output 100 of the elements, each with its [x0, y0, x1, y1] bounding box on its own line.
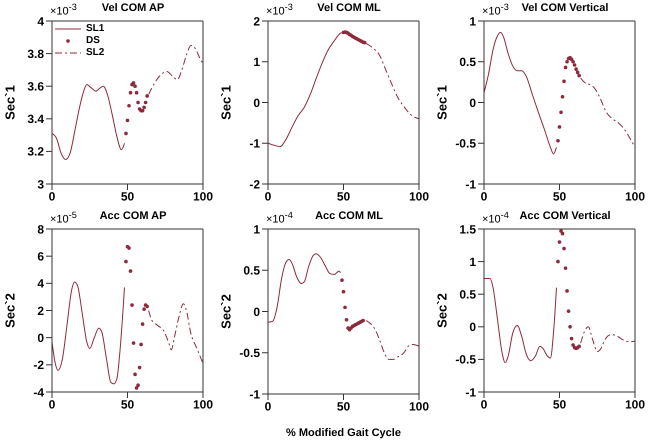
x-tick-label: 0 [480, 398, 488, 412]
point [133, 84, 137, 88]
y-tick-label: 3.6 [27, 79, 44, 94]
y-tick-label: 0 [469, 96, 476, 110]
y-tick-label: 0.5 [459, 287, 476, 302]
point [142, 307, 146, 311]
x-tick-label: 100 [624, 190, 646, 204]
x-tick-label: 100 [408, 190, 430, 204]
y-tick-label: 1 [253, 55, 260, 70]
y-axis-title: Sec`2 [218, 294, 234, 329]
point [558, 240, 562, 244]
x-axis-title: % Modified Gait Cycle [286, 427, 401, 439]
line-series [52, 84, 125, 160]
chart-title: Acc COM ML [315, 210, 383, 222]
y-tick-label: 3.2 [27, 144, 44, 159]
y-tick-label: -1 [465, 177, 476, 192]
x-tick-label: 0 [480, 190, 488, 204]
x-tick-label: 50 [120, 190, 134, 204]
y-tick-label: 0 [253, 304, 260, 319]
y-axis-title: Sec`2 [434, 293, 450, 328]
y-tick-label: -1 [465, 385, 476, 400]
chart-title: Vel COM Vertical [522, 2, 608, 14]
y-axis-title: Sec`2 [2, 293, 18, 328]
point [124, 260, 128, 264]
point [560, 94, 564, 99]
text: ×10$^{-4}$ [482, 210, 509, 226]
point [568, 325, 572, 329]
point [127, 104, 131, 108]
y-axis-title: Sec`1 [434, 85, 450, 120]
line-series [484, 278, 557, 364]
point [136, 383, 140, 388]
chart-title: Vel COM AP [102, 2, 164, 14]
y-tick-label: 8 [37, 222, 44, 236]
y-tick-label: 0 [37, 330, 44, 345]
y-tick-label: 4 [37, 276, 44, 291]
point [556, 260, 560, 264]
y-tick-label: 2 [37, 304, 44, 318]
point [343, 306, 347, 310]
x-tick-label: 100 [192, 398, 214, 412]
x-tick-label: 0 [264, 190, 272, 204]
point [558, 125, 562, 129]
line-series [580, 326, 635, 352]
x-tick-label: 50 [336, 400, 350, 414]
point [565, 289, 569, 293]
point [128, 90, 132, 95]
text: ×10$^{-3}$ [266, 2, 293, 18]
point [145, 94, 149, 98]
line-series [148, 303, 203, 364]
x-tick-label: 0 [264, 400, 272, 414]
point [124, 132, 128, 136]
x-tick-label: 50 [336, 190, 350, 204]
point [342, 290, 346, 294]
point [134, 90, 138, 95]
point [570, 336, 574, 340]
y-tick-label: -4 [33, 385, 44, 400]
y-tick-label: 1.5 [459, 222, 476, 236]
line-series [268, 253, 341, 323]
point [133, 372, 137, 376]
point [556, 139, 560, 143]
legend-label: SL1 [86, 23, 104, 35]
point [138, 366, 142, 370]
y-tick-label: 4 [37, 14, 44, 28]
point [340, 278, 344, 282]
y-tick-label: 0 [253, 96, 260, 110]
point [132, 341, 136, 345]
point [136, 100, 140, 104]
y-tick-label: 0 [469, 320, 476, 334]
point [134, 386, 138, 390]
point [571, 60, 575, 64]
x-tick-label: 50 [552, 190, 566, 204]
point [566, 309, 570, 313]
y-tick-label: -0.5 [239, 346, 260, 360]
y-tick-label: 3 [37, 177, 44, 192]
point [560, 232, 564, 236]
y-tick-label: 3.8 [27, 46, 44, 61]
point [140, 322, 144, 326]
line-series [366, 320, 419, 360]
y-tick-label: 1 [469, 254, 476, 269]
chart-title: Vel COM ML [317, 2, 381, 14]
line-series [52, 281, 125, 384]
y-axis-title: Sec`1 [2, 85, 18, 120]
point [128, 269, 132, 273]
text: ×10$^{-3}$ [50, 2, 77, 18]
point [142, 106, 146, 110]
point [574, 67, 578, 71]
text: ×10$^{-5}$ [50, 210, 77, 226]
x-tick-label: 50 [120, 398, 134, 412]
point [130, 303, 134, 307]
point [344, 318, 348, 322]
y-tick-label: 0.5 [243, 264, 260, 278]
point [559, 229, 563, 233]
y-tick-label: -1 [249, 387, 260, 402]
point [571, 343, 575, 347]
point [126, 118, 130, 122]
point [559, 110, 563, 114]
point [564, 66, 568, 70]
y-tick-label: -2 [249, 177, 260, 192]
point [576, 70, 580, 74]
y-tick-label: 3.4 [27, 112, 44, 126]
point [139, 342, 143, 346]
